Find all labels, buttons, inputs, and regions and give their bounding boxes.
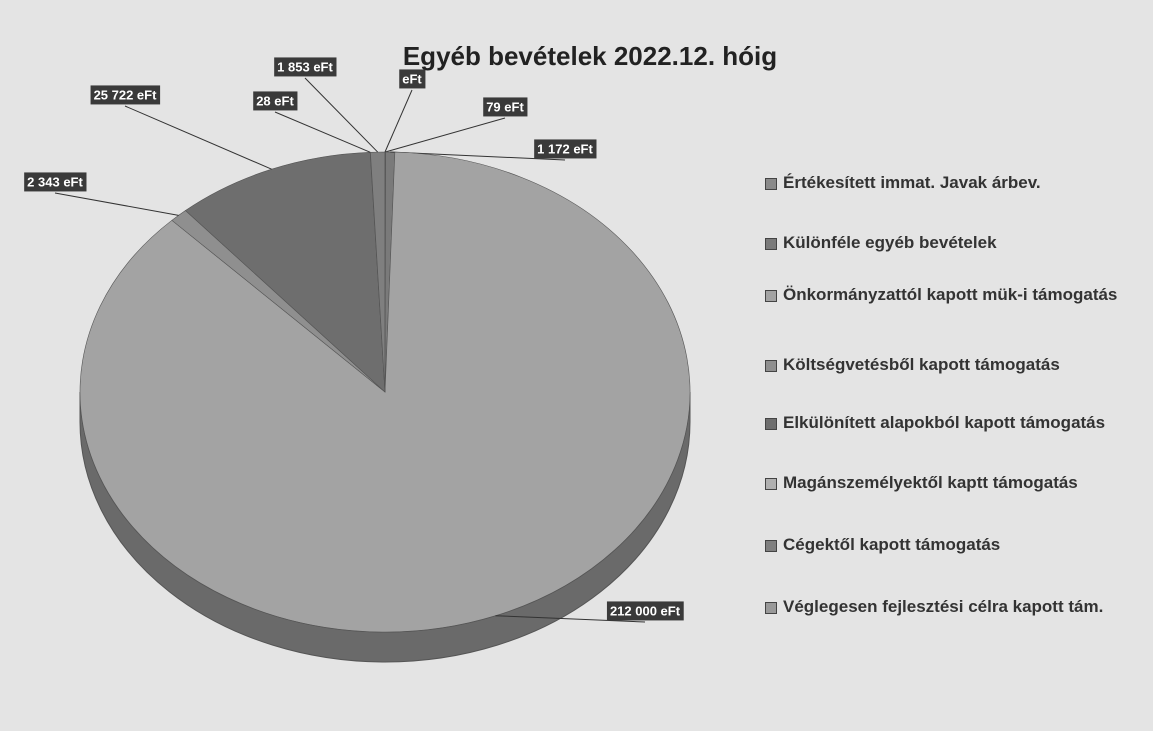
legend-label: Cégektől kapott támogatás	[783, 535, 1001, 554]
legend-label: Véglegesen fejlesztési célra kapott tám.	[783, 597, 1104, 616]
legend-item: Különféle egyéb bevételek	[765, 232, 1143, 254]
data-label-bg	[24, 172, 87, 192]
legend-label: Önkormányzattól kapott mük-i támogatás	[783, 285, 1118, 304]
data-label: 212 000 eFt	[610, 603, 681, 618]
legend-label: Magánszemélyektől kaptt támogatás	[783, 473, 1078, 492]
legend-swatch	[765, 360, 777, 372]
leader-line	[385, 117, 506, 153]
leader-line	[495, 615, 646, 623]
legend-swatch	[765, 290, 777, 302]
legend-swatch	[765, 238, 777, 250]
legend-label: Különféle egyéb bevételek	[783, 233, 997, 252]
leader-line	[304, 77, 379, 153]
leader-line	[384, 89, 413, 153]
legend-item: Elkülönített alapokból kapott támogatás	[765, 412, 1143, 434]
legend-swatch	[765, 602, 777, 614]
legend-item: Költségvetésből kapott támogatás	[765, 354, 1143, 376]
data-label: 79 eFt	[486, 99, 524, 114]
data-label-bg	[606, 601, 684, 621]
legend-item: Értékesített immat. Javak árbev.	[765, 172, 1143, 194]
legend-swatch	[765, 178, 777, 190]
legend-swatch	[765, 418, 777, 430]
leader-line	[54, 192, 179, 216]
legend-swatch	[765, 478, 777, 490]
data-label-bg	[253, 91, 298, 111]
leader-line	[274, 111, 371, 153]
legend-swatch	[765, 540, 777, 552]
data-label: 2 343 eFt	[27, 174, 83, 189]
legend-item: Magánszemélyektől kaptt támogatás	[765, 472, 1143, 494]
data-label: 1 172 eFt	[537, 141, 593, 156]
data-label-bg	[399, 69, 426, 89]
leader-line	[124, 105, 272, 170]
legend-label: Költségvetésből kapott támogatás	[783, 355, 1060, 374]
data-label-bg	[90, 85, 161, 105]
legend-item: Véglegesen fejlesztési célra kapott tám.	[765, 596, 1143, 618]
data-label-bg	[483, 97, 528, 117]
legend-item: Cégektől kapott támogatás	[765, 534, 1143, 556]
chart-title: Egyéb bevételek 2022.12. hóig	[403, 41, 777, 71]
legend-label: Értékesített immat. Javak árbev.	[783, 173, 1041, 192]
legend-item: Önkormányzattól kapott mük-i támogatás	[765, 284, 1143, 306]
data-label: eFt	[402, 71, 422, 86]
data-label: 28 eFt	[256, 93, 294, 108]
data-label-bg	[534, 139, 597, 159]
data-label-bg	[274, 57, 337, 77]
legend-label: Elkülönített alapokból kapott támogatás	[783, 413, 1106, 432]
data-label: 25 722 eFt	[94, 87, 158, 102]
data-label: 1 853 eFt	[277, 59, 333, 74]
